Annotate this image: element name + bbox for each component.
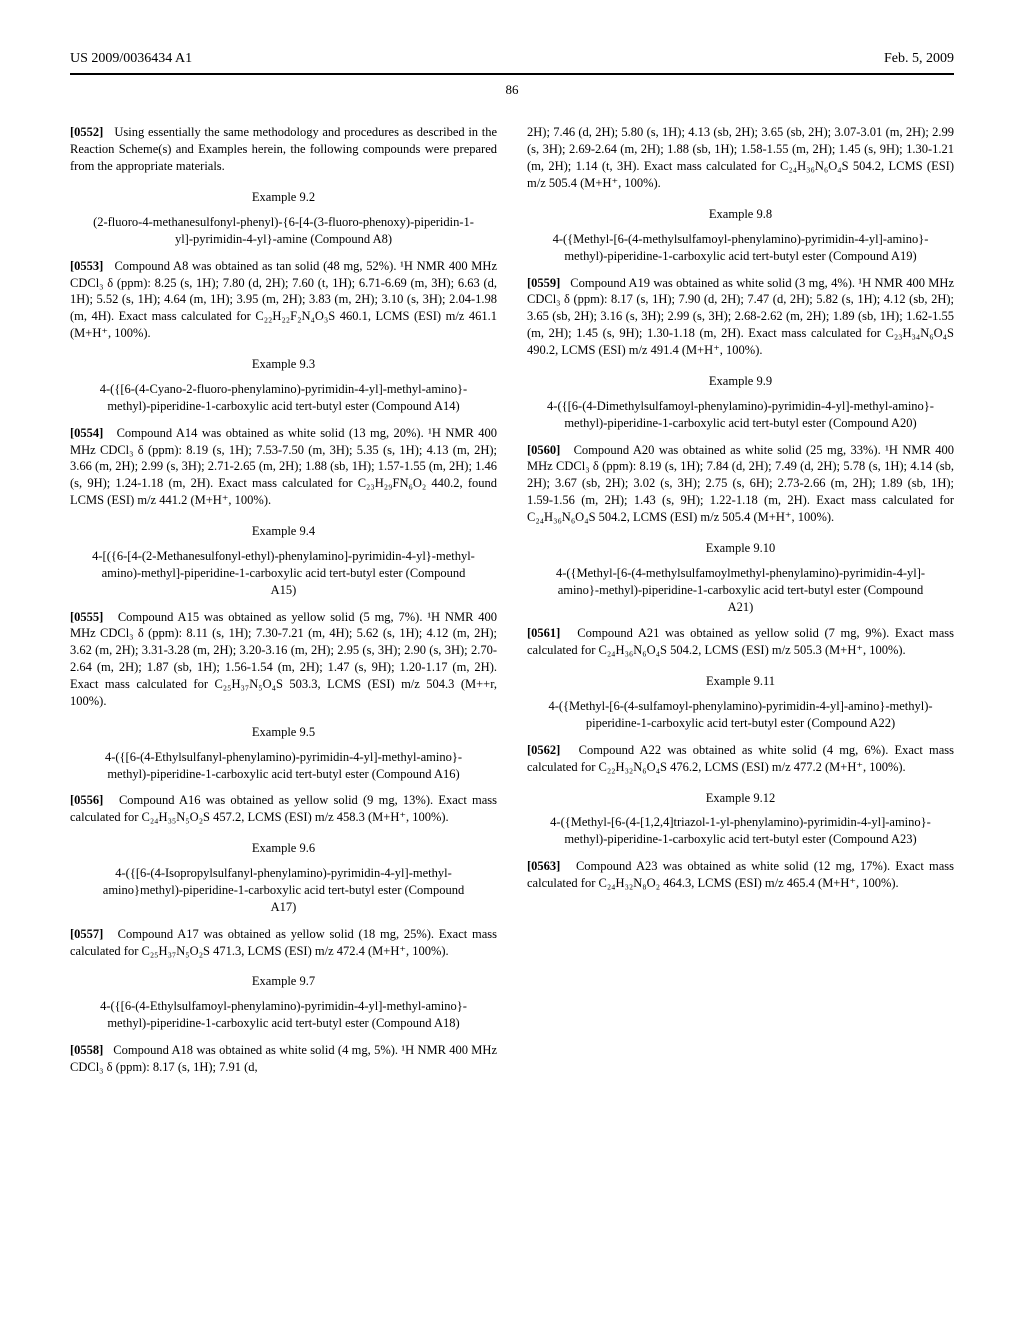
example-title: 4-({[6-(4-Cyano-2-fluoro-phenylamino)-py… [70,381,497,415]
paragraph-text: Compound A17 was obtained as yellow soli… [70,927,497,958]
example-title: 4-[({6-[4-(2-Methanesulfonyl-ethyl)-phen… [70,548,497,599]
paragraph: [0553] Compound A8 was obtained as tan s… [70,258,497,342]
paragraph-text: Compound A23 was obtained as white solid… [527,859,954,890]
paragraph: [0561] Compound A21 was obtained as yell… [527,625,954,659]
paragraph: [0560] Compound A20 was obtained as whit… [527,442,954,526]
paragraph-number: [0558] [70,1043,103,1057]
paragraph-number: [0556] [70,793,103,807]
paragraph: [0557] Compound A17 was obtained as yell… [70,926,497,960]
example-title: 4-({[6-(4-Isopropylsulfanyl-phenylamino)… [70,865,497,916]
header-date: Feb. 5, 2009 [884,50,954,69]
example-heading: Example 9.11 [527,673,954,690]
example-title: 4-({Methyl-[6-(4-sulfamoyl-phenylamino)-… [527,698,954,732]
example-title: 4-({Methyl-[6-(4-[1,2,4]triazol-1-yl-phe… [527,814,954,848]
paragraph-text: Compound A20 was obtained as white solid… [527,443,954,525]
paragraph-text: Compound A8 was obtained as tan solid (4… [70,259,497,341]
example-title: 4-({[6-(4-Ethylsulfamoyl-phenylamino)-py… [70,998,497,1032]
example-title: 4-({Methyl-[6-(4-methylsulfamoyl-phenyla… [527,231,954,265]
paragraph-text: Compound A16 was obtained as yellow soli… [70,793,497,824]
example-title: 4-({[6-(4-Ethylsulfanyl-phenylamino)-pyr… [70,749,497,783]
paragraph: [0558] Compound A18 was obtained as whit… [70,1042,497,1076]
example-heading: Example 9.6 [70,840,497,857]
paragraph-text: Compound A18 was obtained as white solid… [70,1043,497,1074]
paragraph-number: [0553] [70,259,103,273]
paragraph: 2H); 7.46 (d, 2H); 5.80 (s, 1H); 4.13 (s… [527,124,954,192]
paragraph-number: [0560] [527,443,560,457]
paragraph-number: [0559] [527,276,560,290]
paragraph-text: Compound A15 was obtained as yellow soli… [70,610,497,708]
left-column: [0552] Using essentially the same method… [70,124,497,1081]
paragraph-number: [0561] [527,626,560,640]
paragraph-text: 2H); 7.46 (d, 2H); 5.80 (s, 1H); 4.13 (s… [527,125,954,190]
paragraph: [0555] Compound A15 was obtained as yell… [70,609,497,710]
header-pub-number: US 2009/0036434 A1 [70,50,192,69]
paragraph: [0554] Compound A14 was obtained as whit… [70,425,497,509]
paragraph-number: [0552] [70,125,103,139]
paragraph: [0562] Compound A22 was obtained as whit… [527,742,954,776]
example-heading: Example 9.8 [527,206,954,223]
header-divider [70,73,954,75]
paragraph-text: Compound A21 was obtained as yellow soli… [527,626,954,657]
paragraph-text: Compound A14 was obtained as white solid… [70,426,497,508]
example-heading: Example 9.5 [70,724,497,741]
example-heading: Example 9.10 [527,540,954,557]
right-column: 2H); 7.46 (d, 2H); 5.80 (s, 1H); 4.13 (s… [527,124,954,1081]
patent-page: US 2009/0036434 A1 Feb. 5, 2009 86 [0552… [0,0,1024,1122]
example-title: 4-({Methyl-[6-(4-methylsulfamoylmethyl-p… [527,565,954,616]
example-title: (2-fluoro-4-methanesulfonyl-phenyl)-{6-[… [70,214,497,248]
paragraph: [0556] Compound A16 was obtained as yell… [70,792,497,826]
page-number: 86 [70,81,954,99]
paragraph-number: [0563] [527,859,560,873]
paragraph-number: [0557] [70,927,103,941]
paragraph-number: [0562] [527,743,560,757]
paragraph-number: [0554] [70,426,103,440]
paragraph-text: Compound A22 was obtained as white solid… [527,743,954,774]
paragraph-text: Compound A19 was obtained as white solid… [527,276,954,358]
example-heading: Example 9.2 [70,189,497,206]
paragraph: [0552] Using essentially the same method… [70,124,497,175]
paragraph: [0563] Compound A23 was obtained as whit… [527,858,954,892]
example-heading: Example 9.7 [70,973,497,990]
paragraph-number: [0555] [70,610,103,624]
paragraph: [0559] Compound A19 was obtained as whit… [527,275,954,359]
example-heading: Example 9.4 [70,523,497,540]
example-title: 4-({[6-(4-Dimethylsulfamoyl-phenylamino)… [527,398,954,432]
two-column-body: [0552] Using essentially the same method… [70,124,954,1081]
paragraph-text: Using essentially the same methodology a… [70,125,497,173]
header-row: US 2009/0036434 A1 Feb. 5, 2009 [70,50,954,69]
example-heading: Example 9.3 [70,356,497,373]
example-heading: Example 9.12 [527,790,954,807]
example-heading: Example 9.9 [527,373,954,390]
